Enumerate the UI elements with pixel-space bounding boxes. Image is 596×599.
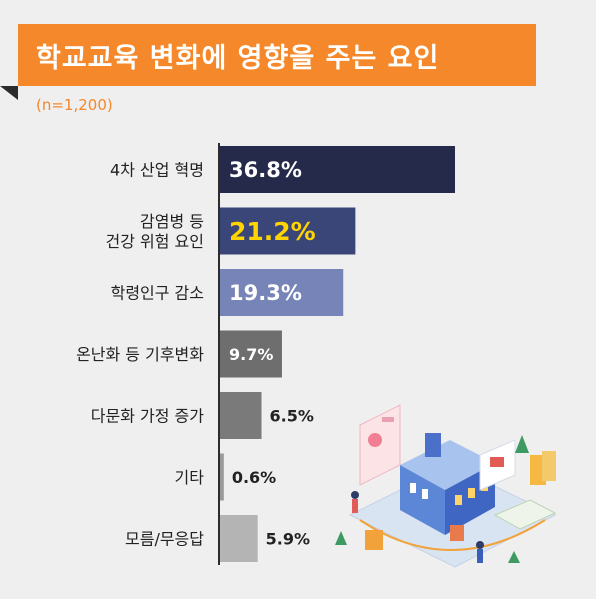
title-banner [18,24,536,86]
school-illustration [335,404,557,568]
bar-6 [220,453,224,501]
value-label-3: 19.3% [229,281,302,305]
sample-size-label: (n=1,200) [36,96,113,114]
value-label-5: 6.5% [270,406,314,425]
value-label-2: 21.2% [229,217,316,246]
category-label-6: 기타 [175,468,205,487]
chart-title: 학교교육 변화에 영향을 주는 요인 [36,43,440,74]
books-stack [530,451,556,485]
building [400,433,495,535]
category-label-1: 4차 산업 혁명 [110,161,204,180]
value-label-4: 9.7% [229,345,273,364]
category-label-4: 온난화 등 기후변화 [76,345,204,364]
board-screen [479,439,516,491]
bar-3 [220,269,344,316]
bar-2 [220,207,356,255]
chart-board [359,404,401,486]
bar-5 [220,392,262,439]
category-label-3: 학령인구 감소 [111,284,204,303]
bar-7 [220,515,258,562]
open-book [493,499,557,530]
value-label-1: 36.8% [229,158,302,182]
value-label-7: 5.9% [266,529,310,548]
category-label-7: 모름/무응답 [125,530,204,549]
category-label-5: 다문화 가정 증가 [91,407,204,426]
bar-4 [220,330,282,378]
bar-1 [220,146,455,193]
orange-boxes [365,525,464,550]
banner-fold [0,86,18,100]
value-label-6: 0.6% [232,468,276,487]
people [351,491,484,563]
category-label-2: 감염병 등 건강 위험 요인 [106,212,205,251]
trees [335,435,529,563]
